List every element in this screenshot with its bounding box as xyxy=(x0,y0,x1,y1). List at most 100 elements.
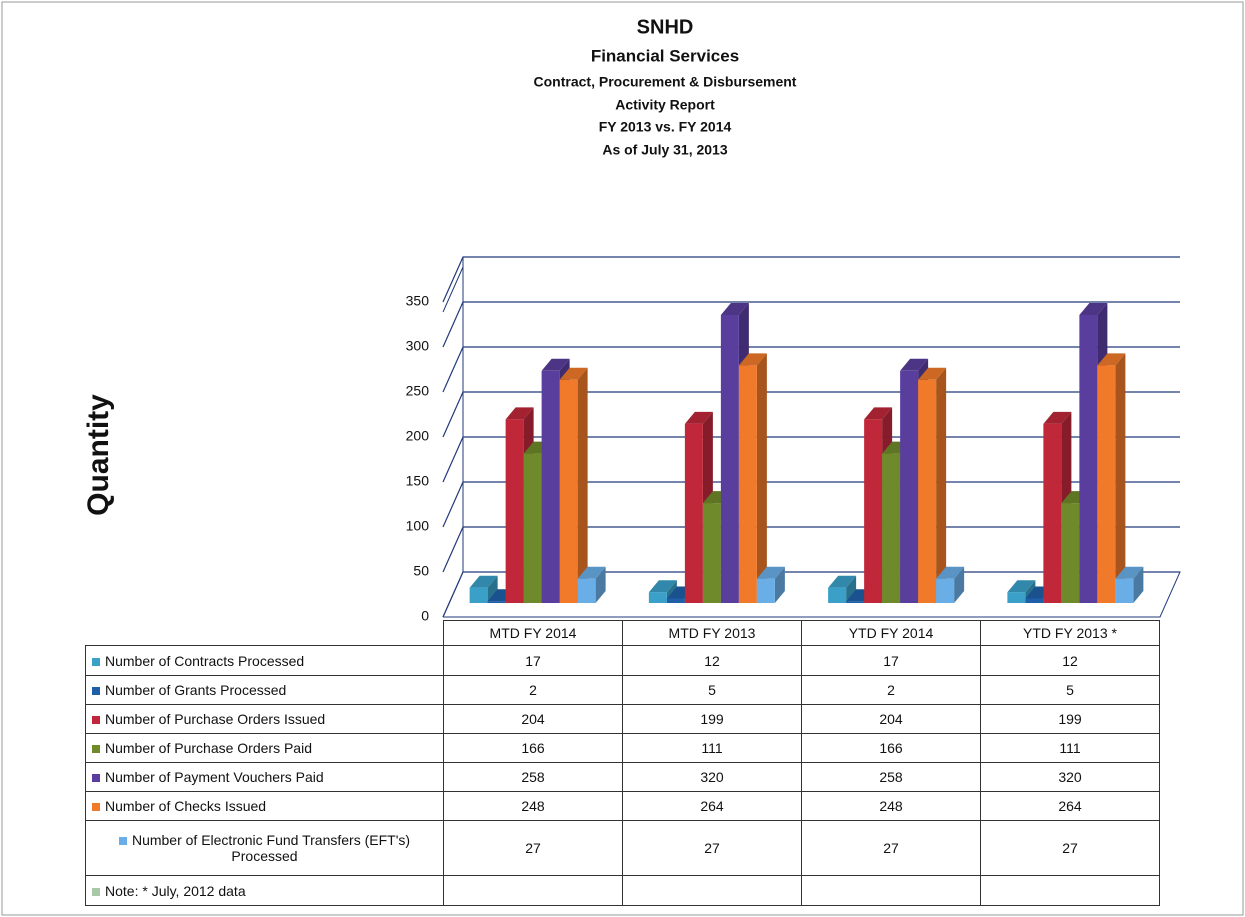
bar-front xyxy=(756,578,775,603)
legend-label: Number of Contracts Processed xyxy=(105,652,305,669)
value-cell: 320 xyxy=(622,762,802,792)
value-cell: 258 xyxy=(443,762,623,792)
bar xyxy=(756,566,785,603)
chart-title: SNHD xyxy=(637,16,694,38)
bar-top xyxy=(720,303,749,315)
bar-front xyxy=(559,379,578,603)
bar-top xyxy=(738,353,767,366)
bar-front xyxy=(577,578,596,603)
legend-label: Number of Electronic Fund Transfers (EFT… xyxy=(131,832,411,864)
value-cell: 258 xyxy=(801,762,981,792)
bar xyxy=(918,367,947,603)
bar-top xyxy=(577,566,606,579)
value-cell: 199 xyxy=(622,704,802,734)
bar-front xyxy=(1097,365,1116,603)
bar-front xyxy=(1043,423,1062,603)
back-wall-edge xyxy=(442,266,464,313)
legend-label: Number of Purchase Orders Paid xyxy=(105,740,312,756)
legend-cell: Number of Purchase Orders Paid xyxy=(85,733,444,763)
corner xyxy=(86,621,444,646)
legend-cell: Number of Payment Vouchers Paid xyxy=(85,762,444,792)
bar-top xyxy=(864,407,893,420)
bar-front xyxy=(666,598,685,603)
empty-cell xyxy=(980,875,1160,906)
bar-front xyxy=(541,370,560,603)
bar-front xyxy=(864,419,883,603)
bar-side xyxy=(774,566,785,603)
value-cell: 27 xyxy=(443,820,623,876)
data-table: MTD FY 2014 MTD FY 2013 YTD FY 2014 YTD FY … xyxy=(85,620,1160,906)
bar-side xyxy=(1133,566,1144,603)
bar-side xyxy=(1115,353,1126,603)
category-label: YTD FY 2014 xyxy=(801,620,981,646)
note-cell: Note: * July, 2012 data xyxy=(85,875,444,906)
value-cell: 204 xyxy=(443,704,623,734)
bar-top xyxy=(900,358,929,371)
bar-side xyxy=(936,367,947,603)
empty-cell xyxy=(622,875,802,906)
bar-front xyxy=(523,453,542,603)
note-swatch xyxy=(92,887,100,896)
bar-front xyxy=(900,370,919,603)
bar-top xyxy=(541,358,570,371)
value-cell: 166 xyxy=(801,733,981,763)
value-cell: 199 xyxy=(980,704,1160,734)
y-tick-label: 150 xyxy=(406,473,430,489)
bar-side xyxy=(954,566,965,603)
bar-front xyxy=(882,453,901,603)
subtitle: As of July 31, 2013 xyxy=(602,142,728,158)
bar-front xyxy=(846,601,865,603)
value-cell: 320 xyxy=(980,762,1160,792)
note-label: Note: * July, 2012 data xyxy=(105,882,246,899)
bar-front xyxy=(1025,598,1044,603)
bar-top xyxy=(1097,353,1126,366)
series-row: Number of Electronic Fund Transfers (EFT… xyxy=(85,820,1160,876)
bar-front xyxy=(487,601,506,603)
y-tick-label: 250 xyxy=(406,383,430,399)
y-tick-label: 50 xyxy=(413,563,429,579)
category-label: YTD FY 2013 * xyxy=(980,620,1160,646)
bar xyxy=(559,367,588,603)
value-cell: 27 xyxy=(801,820,981,876)
bar-front xyxy=(505,419,524,603)
value-cell: 166 xyxy=(443,733,623,763)
subtitle: FY 2013 vs. FY 2014 xyxy=(599,119,732,135)
bar xyxy=(1115,566,1144,603)
empty-cell xyxy=(443,875,623,906)
legend-label: Number of Payment Vouchers Paid xyxy=(105,769,324,785)
value-cell: 12 xyxy=(980,645,1160,676)
value-cell: 2 xyxy=(801,675,981,705)
y-tick-label: 200 xyxy=(406,428,430,444)
legend-cell: Number of Checks Issued xyxy=(85,791,444,821)
legend-swatch xyxy=(92,657,100,666)
bar xyxy=(469,575,498,603)
subtitle: Activity Report xyxy=(615,97,715,113)
bar-top xyxy=(469,575,498,588)
legend-label: Number of Checks Issued xyxy=(105,798,267,814)
bar-front xyxy=(936,578,955,603)
bar-top xyxy=(918,367,947,380)
subtitle: Contract, Procurement & Disbursement xyxy=(534,74,797,90)
legend-swatch xyxy=(92,716,100,724)
bar-front xyxy=(1079,315,1098,603)
bar-top xyxy=(1115,566,1144,579)
bar-front xyxy=(1115,578,1134,603)
value-cell: 12 xyxy=(622,645,802,676)
bar-top xyxy=(1043,411,1072,424)
series-row: Number of Checks Issued 248 264 248 264 xyxy=(85,791,1160,821)
bar-front xyxy=(702,503,721,603)
bar-front xyxy=(469,587,488,603)
value-cell: 248 xyxy=(443,791,623,821)
value-cell: 2 xyxy=(443,675,623,705)
value-cell: 111 xyxy=(622,733,802,763)
value-cell: 248 xyxy=(801,791,981,821)
subtitle: Financial Services xyxy=(591,46,739,65)
value-cell: 264 xyxy=(980,791,1160,821)
bar xyxy=(1097,353,1126,603)
bar xyxy=(577,566,606,603)
value-cell: 5 xyxy=(622,675,802,705)
value-cell: 27 xyxy=(622,820,802,876)
legend-swatch xyxy=(92,687,100,695)
